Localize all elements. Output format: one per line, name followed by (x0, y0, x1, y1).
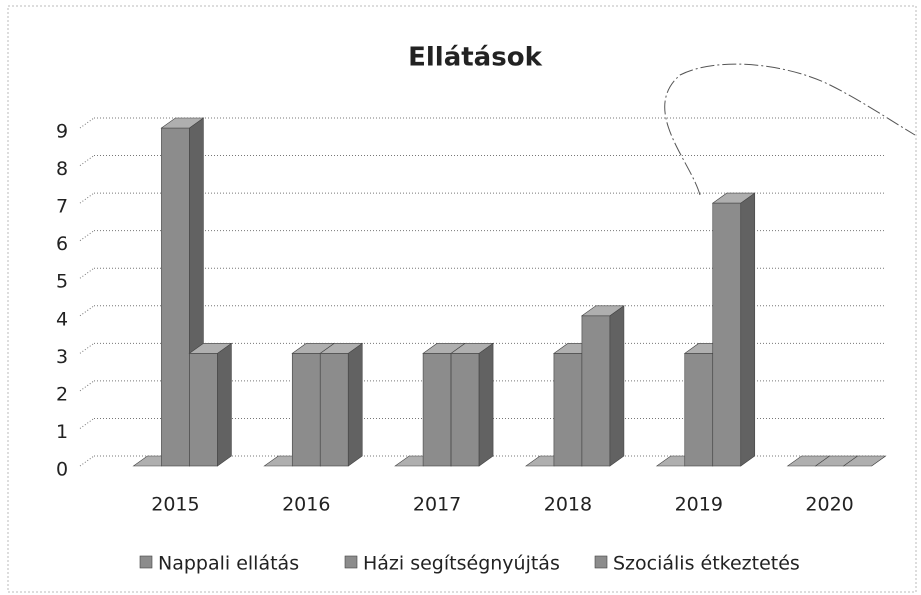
y-tick-label: 1 (56, 421, 68, 443)
bar-top (580, 305, 625, 317)
bar-top (450, 343, 495, 354)
grid-line-side (79, 455, 95, 467)
bar-front (161, 127, 190, 467)
bar-front (189, 353, 218, 467)
bar-top (319, 343, 364, 354)
bar-side (478, 342, 494, 467)
bar-front (712, 202, 742, 467)
bar (580, 305, 625, 467)
x-tick-label: 2018 (544, 494, 592, 516)
legend-label: Nappali ellátás (158, 553, 299, 575)
y-tick-label: 4 (56, 308, 68, 330)
x-tick-label: 2019 (675, 494, 723, 516)
grid-line-side (79, 117, 95, 129)
bar (160, 117, 205, 467)
hand-drawn-curve (664, 63, 916, 196)
grid-line-side (79, 192, 95, 204)
bar-top (160, 117, 205, 129)
bar-top (842, 455, 887, 467)
bar-front (684, 353, 714, 467)
grid-line-side (79, 380, 95, 392)
y-tick-label: 9 (56, 121, 68, 143)
y-tick-label: 0 (56, 459, 68, 481)
bar (319, 342, 364, 467)
grid-line-side (79, 230, 95, 242)
bar-side (347, 342, 363, 467)
bar (711, 192, 756, 467)
bar (188, 342, 233, 467)
x-tick-label: 2020 (805, 494, 853, 516)
y-tick-label: 5 (56, 271, 68, 293)
bar (450, 342, 495, 467)
chart-title: Ellátások (408, 43, 542, 73)
x-tick-label: 2017 (413, 494, 461, 516)
bar-front (319, 353, 349, 467)
grid-line-side (79, 305, 95, 317)
bar-side (217, 342, 232, 467)
y-tick-label: 2 (56, 383, 68, 405)
bar-front (581, 315, 611, 467)
bar-front (553, 353, 583, 467)
legend-swatch (344, 555, 358, 569)
bar-top (711, 192, 756, 204)
bar (842, 455, 887, 467)
y-tick-label: 8 (56, 158, 68, 180)
bar-top (188, 343, 233, 354)
grid-line-side (79, 267, 95, 279)
bar-front (450, 353, 480, 467)
y-tick-label: 7 (56, 196, 68, 218)
legend-label: Házi segítségnyújtás (363, 553, 560, 575)
legend-swatch (594, 555, 608, 569)
legend-label: Szociális étkeztetés (613, 553, 800, 575)
bar-front (422, 353, 452, 467)
x-tick-label: 2016 (282, 494, 330, 516)
grid-line-side (79, 418, 95, 429)
bar-front (291, 353, 321, 467)
bar-side (609, 305, 625, 467)
legend-swatch (139, 555, 153, 569)
x-tick-label: 2015 (151, 494, 199, 516)
y-tick-label: 3 (56, 346, 68, 368)
bar-side (740, 192, 756, 467)
y-tick-label: 6 (56, 233, 68, 255)
grid-line-side (79, 155, 95, 166)
chart-border (7, 5, 917, 593)
grid-line-side (79, 342, 95, 354)
